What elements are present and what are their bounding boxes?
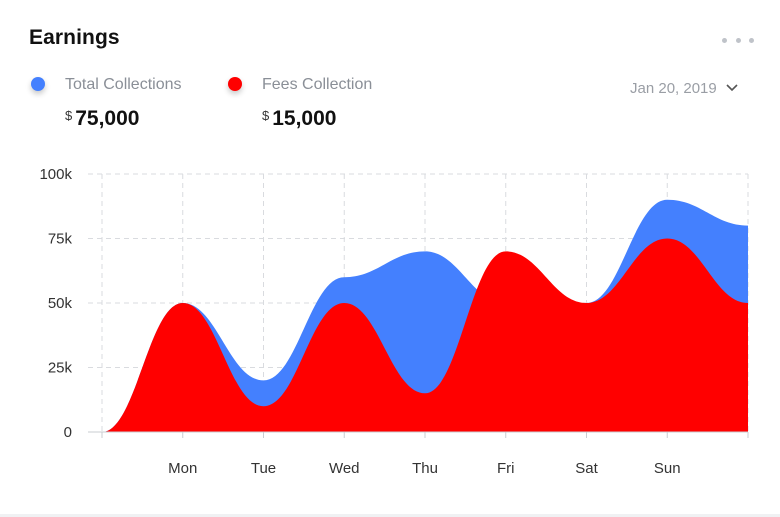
y-tick-label: 25k <box>48 360 73 377</box>
y-tick-label: 100k <box>39 166 72 183</box>
legend-label: Total Collections <box>65 76 182 93</box>
legend-amount: $75,000 <box>65 107 139 131</box>
area-series-fees-collection <box>102 238 748 432</box>
chart-axes: 0 25k 50k 75k 100k Mon Tue Wed Thu Fri Sat Sun <box>39 166 749 477</box>
x-tick-label: Fri <box>497 460 515 477</box>
x-tick-label: Thu <box>412 460 438 477</box>
date-value: Jan 20, 2019 <box>630 79 717 97</box>
legend-label: Fees Collection <box>262 76 373 93</box>
date-dropdown[interactable]: Jan 20, 2019 <box>630 77 739 99</box>
x-tick-label: Wed <box>329 460 360 477</box>
y-tick-label: 0 <box>64 424 72 441</box>
more-dot <box>722 37 727 43</box>
more-options-icon[interactable] <box>722 30 754 50</box>
x-tick-label: Sun <box>654 460 681 477</box>
chevron-down-icon <box>726 84 738 92</box>
amount-value: 15,000 <box>272 107 337 130</box>
legend-dot-fees-collection <box>228 77 242 91</box>
legend-dot-total-collections <box>31 77 45 91</box>
x-tick-label: Sat <box>575 460 598 477</box>
legend-amount: $15,000 <box>262 107 336 131</box>
more-dot <box>749 37 754 43</box>
card-divider <box>0 514 780 517</box>
chart-areas <box>102 199 748 432</box>
amount-value: 75,000 <box>75 107 140 130</box>
more-dot <box>735 37 741 43</box>
currency-symbol: $ <box>65 108 73 123</box>
card-title: Earnings <box>29 26 120 49</box>
currency-symbol: $ <box>262 108 270 123</box>
y-tick-label: 50k <box>48 295 73 312</box>
x-tick-label: Tue <box>251 460 276 477</box>
y-tick-label: 75k <box>48 231 73 248</box>
x-tick-label: Mon <box>168 460 197 477</box>
